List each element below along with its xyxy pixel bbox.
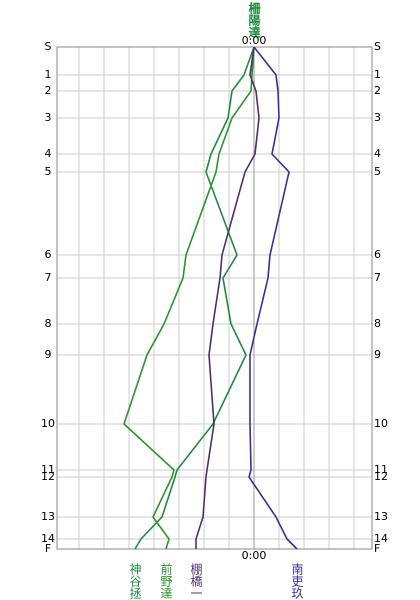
legend-label: 前野達: [159, 562, 173, 599]
x-tick-label: 0:00: [242, 34, 267, 47]
row-label: 10: [374, 417, 388, 430]
row-label: 7: [45, 271, 52, 284]
row-label: 3: [45, 111, 52, 124]
top-label: 柵陽達: [247, 1, 261, 39]
row-label: S: [45, 40, 52, 53]
row-label: 6: [374, 248, 381, 261]
legend-label: 棚橋一: [189, 562, 203, 599]
plot-frame: [56, 46, 373, 550]
row-label: 13: [374, 510, 388, 523]
legend-label: 神谷拯: [128, 563, 142, 599]
x-tick-label: 0:00: [242, 549, 267, 562]
row-label: 1: [45, 68, 52, 81]
series-line: [248, 46, 298, 550]
row-label: 5: [45, 165, 52, 178]
row-label: F: [374, 542, 380, 555]
row-label: 10: [41, 417, 55, 430]
row-label: S: [374, 40, 381, 53]
series-line: [134, 46, 255, 550]
row-label: 6: [45, 248, 52, 261]
row-label: F: [45, 542, 51, 555]
series-line: [123, 46, 255, 550]
row-label: 8: [45, 317, 52, 330]
row-label: 4: [45, 147, 52, 160]
row-label: 8: [374, 317, 381, 330]
row-label: 1: [374, 68, 381, 81]
row-label: 4: [374, 147, 381, 160]
row-label: 7: [374, 271, 381, 284]
row-label: 11: [374, 463, 388, 476]
row-label: 3: [374, 111, 381, 124]
row-label: 9: [45, 348, 52, 361]
row-label: 11: [41, 463, 55, 476]
row-label: 2: [45, 84, 52, 97]
row-label: 9: [374, 348, 381, 361]
row-label: 12: [374, 470, 388, 483]
row-label: 14: [41, 532, 55, 545]
row-label: 5: [374, 165, 381, 178]
row-label: 14: [374, 532, 388, 545]
row-label: 12: [41, 470, 55, 483]
row-label: 2: [374, 84, 381, 97]
row-label: 13: [41, 510, 55, 523]
legend-label: 南吏玖: [290, 562, 304, 600]
series-line: [195, 46, 260, 549]
